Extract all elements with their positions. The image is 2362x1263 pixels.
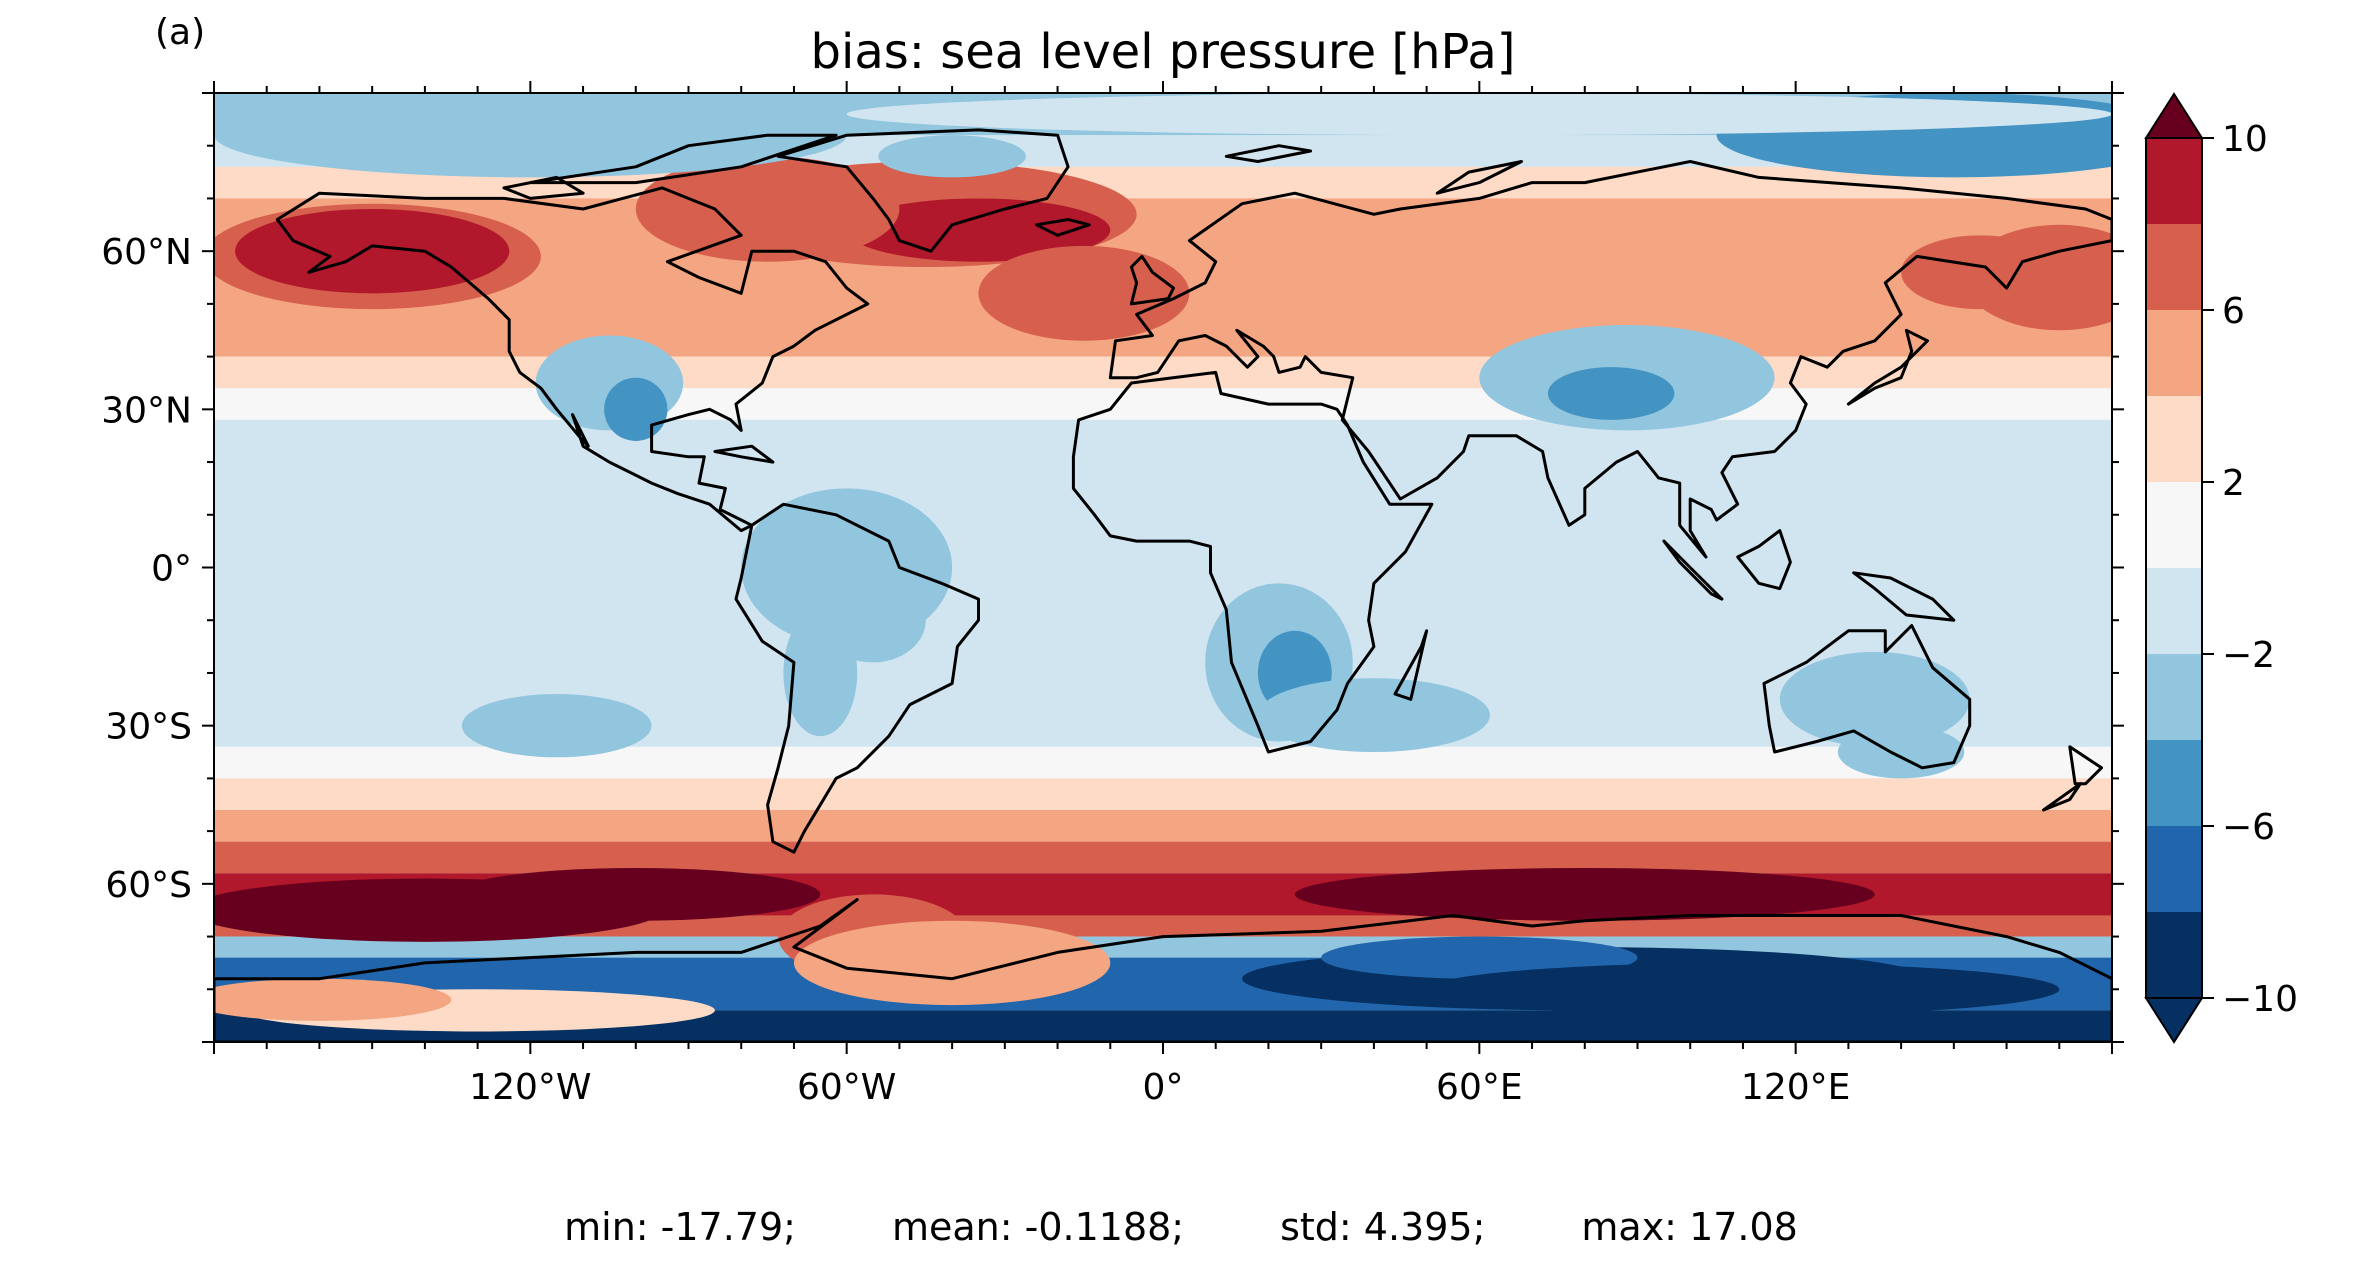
- field-band: [214, 356, 2112, 389]
- field-blob: [1257, 678, 1490, 753]
- stat-min: min: -17.79;: [564, 1205, 796, 1249]
- field-blob: [1779, 651, 1970, 747]
- colorbar-tick-label: 6: [2222, 291, 2245, 332]
- map-ticks: 120°W 60°W 0° 60°E 120°E 60°N 30°N 0° 30°S 60°S: [101, 81, 2124, 1108]
- x-tick-label: 60°E: [1436, 1067, 1523, 1108]
- colorbar-segment: [2146, 138, 2202, 224]
- colorbar-segment: [2146, 396, 2202, 482]
- field-blob: [783, 609, 858, 737]
- x-tick-label: 120°W: [469, 1067, 591, 1108]
- field-band: [214, 778, 2112, 811]
- panel-label: (a): [155, 12, 206, 53]
- x-tick-label: 0°: [1143, 1067, 1184, 1108]
- field-blob: [978, 245, 1190, 341]
- y-tick-label: 60°S: [105, 865, 192, 906]
- coastline: [734, 502, 980, 854]
- x-tick-label: 60°W: [797, 1067, 896, 1108]
- field-blob: [1547, 367, 1675, 420]
- bias-field: [214, 93, 2112, 1042]
- stat-mean: mean: -0.1188;: [891, 1205, 1185, 1249]
- colorbar-segment: [2146, 826, 2202, 912]
- coastline: [776, 128, 1070, 253]
- field-blob: [604, 377, 668, 441]
- field-blob: [214, 93, 847, 178]
- coastline: [2042, 782, 2082, 812]
- stat-max: max: 17.08: [1581, 1205, 1798, 1249]
- y-tick-label: 30°S: [105, 707, 192, 748]
- y-tick-label: 0°: [151, 549, 192, 590]
- colorbar-segment: [2146, 224, 2202, 310]
- coastline: [1035, 218, 1091, 237]
- colorbar-frame: [2145, 137, 2203, 999]
- colorbar-segment: [2146, 912, 2202, 998]
- colorbar-tick-label: 2: [2222, 463, 2245, 504]
- colorbar-tick-label: −10: [2222, 979, 2298, 1020]
- coastline: [1071, 370, 1434, 754]
- field-blob: [214, 978, 452, 1021]
- field-band: [214, 746, 2112, 779]
- coastline: [214, 898, 2112, 1042]
- field-blob: [1426, 962, 2060, 1016]
- colorbar-segment: [2146, 654, 2202, 740]
- colorbar-segment: [2146, 310, 2202, 396]
- colorbar-tick-label: −2: [2222, 635, 2275, 676]
- coastline: [1762, 624, 1972, 770]
- colorbar-segment: [2146, 568, 2202, 654]
- colorbar-segment: [2146, 740, 2202, 826]
- field-blob: [461, 694, 652, 758]
- colorbar-segment: [2146, 482, 2202, 568]
- field-blob: [793, 920, 1111, 1006]
- colorbar-extend-max: [2144, 92, 2204, 139]
- x-tick-label: 120°E: [1741, 1067, 1850, 1108]
- field-blob: [878, 135, 1026, 178]
- coastline: [1393, 629, 1429, 701]
- field-band: [214, 810, 2112, 842]
- field-blob: [235, 208, 510, 294]
- coastline: [1852, 571, 1956, 622]
- y-tick-label: 60°N: [101, 232, 192, 273]
- coastline: [1846, 328, 1929, 406]
- coastline: [713, 444, 775, 464]
- field-blob: [1901, 235, 2060, 310]
- field-band: [214, 915, 2112, 937]
- coastline: [1224, 144, 1313, 163]
- field-blob: [1294, 868, 1875, 921]
- field-blob: [635, 156, 900, 262]
- coastline: [1108, 160, 2112, 559]
- colorbar-tick-label: −6: [2222, 807, 2275, 848]
- colorbar: 10 6 2 −2 −6 −10: [2144, 92, 2298, 1044]
- y-tick-label: 30°N: [101, 390, 192, 431]
- coastline: [1435, 160, 1523, 195]
- colorbar-extend-min: [2144, 997, 2204, 1044]
- map-title: bias: sea level pressure [hPa]: [810, 24, 1516, 80]
- field-blob: [451, 868, 821, 921]
- coastline: [1662, 539, 1724, 601]
- field-band: [214, 388, 2112, 420]
- coastline: [1129, 254, 1175, 306]
- colorbar-tick-label: 10: [2222, 119, 2268, 160]
- coastline: [502, 175, 585, 200]
- field-band: [214, 419, 2112, 463]
- stat-std: std: 4.395;: [1280, 1205, 1486, 1249]
- coastline: [528, 133, 838, 185]
- field-band: [214, 841, 2112, 874]
- coastline: [1736, 529, 1792, 591]
- coastlines: [214, 128, 2112, 1042]
- field-blob: [846, 93, 2112, 136]
- coastline: [2068, 745, 2103, 786]
- coastline: [275, 186, 870, 533]
- stats-line: min: -17.79; mean: -0.1188; std: 4.395; max…: [0, 1205, 2362, 1249]
